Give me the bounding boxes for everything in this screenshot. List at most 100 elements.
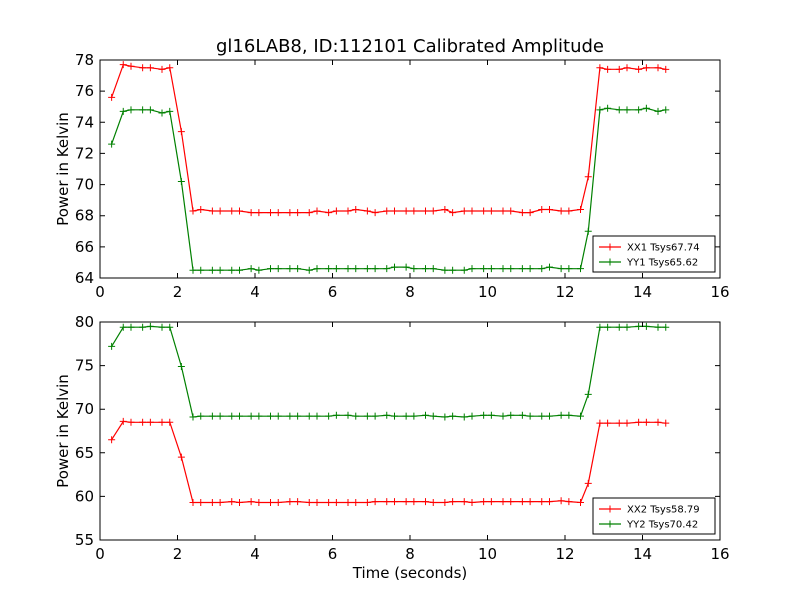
data-point — [352, 412, 360, 420]
data-point — [255, 499, 263, 507]
data-point — [267, 265, 274, 273]
data-point — [538, 498, 546, 506]
data-point — [538, 265, 546, 273]
data-point — [402, 207, 410, 215]
data-point — [383, 207, 391, 215]
series-yy1 — [108, 104, 670, 274]
data-point — [216, 207, 224, 215]
data-point — [197, 205, 205, 213]
data-point — [119, 107, 127, 115]
data-point — [383, 411, 391, 419]
y-tick-label: 65 — [75, 444, 94, 462]
data-point — [247, 412, 255, 420]
data-point — [577, 265, 584, 273]
data-point — [391, 412, 398, 420]
legend-label: XX1 Tsys67.74 — [627, 243, 700, 254]
data-point — [267, 499, 274, 507]
data-point — [208, 207, 216, 215]
data-point — [480, 207, 488, 215]
data-point — [391, 207, 398, 215]
data-point — [654, 107, 662, 115]
legend-box — [592, 497, 716, 535]
y-tick-label: 55 — [75, 531, 94, 549]
data-point — [391, 498, 398, 506]
data-point — [577, 499, 584, 507]
data-point — [127, 418, 135, 426]
data-point — [332, 411, 340, 419]
legend: XX2 Tsys58.79 YY2 Tsys70.42 — [592, 497, 716, 535]
legend: XX1 Tsys67.74 YY1 Tsys65.62 — [592, 235, 716, 273]
data-point — [422, 498, 429, 506]
data-point — [642, 64, 650, 72]
x-tick-label: 2 — [173, 283, 183, 301]
data-point — [313, 412, 321, 420]
data-point — [623, 106, 631, 114]
data-point — [305, 209, 313, 217]
data-point — [499, 412, 507, 420]
series-xx1 — [108, 61, 670, 217]
x-tick-label: 10 — [478, 283, 497, 301]
data-point — [177, 177, 185, 185]
data-point — [546, 498, 553, 506]
data-point — [635, 65, 643, 73]
y-tick-label: 78 — [75, 51, 94, 69]
data-point — [565, 498, 573, 506]
data-point — [158, 418, 166, 426]
data-point — [313, 499, 321, 507]
x-tick-label: 4 — [250, 283, 260, 301]
data-point — [518, 411, 526, 419]
data-point — [332, 265, 340, 273]
data-point — [460, 498, 468, 506]
data-point — [480, 265, 488, 273]
series-line — [111, 107, 666, 271]
data-point — [518, 265, 526, 273]
data-point — [286, 412, 294, 420]
data-point — [410, 265, 418, 273]
data-point — [208, 499, 216, 507]
data-point — [422, 265, 429, 273]
data-point — [623, 64, 631, 72]
data-point — [294, 265, 302, 273]
y-tick-label: 75 — [75, 357, 94, 375]
data-point — [236, 207, 243, 215]
data-point — [139, 106, 147, 114]
data-point — [305, 412, 313, 420]
data-point — [228, 207, 236, 215]
data-point — [468, 265, 476, 273]
data-point — [487, 207, 495, 215]
data-point — [615, 106, 623, 114]
data-point — [247, 209, 255, 217]
data-point — [363, 499, 371, 507]
data-point — [487, 265, 495, 273]
data-point — [468, 499, 476, 507]
data-point — [441, 499, 449, 507]
data-point — [499, 498, 507, 506]
data-point — [422, 411, 429, 419]
data-point — [577, 205, 584, 213]
data-point — [596, 419, 604, 427]
data-point — [468, 207, 476, 215]
data-point — [662, 106, 670, 114]
data-point — [391, 263, 398, 271]
data-point — [410, 412, 418, 420]
data-point — [286, 265, 294, 273]
data-point — [127, 323, 135, 331]
data-point — [189, 499, 197, 507]
data-point — [332, 207, 340, 215]
data-point — [344, 207, 352, 215]
y-tick-label: 80 — [75, 313, 94, 331]
data-point — [274, 412, 282, 420]
data-point — [228, 412, 236, 420]
data-point — [526, 412, 534, 420]
x-axis-label: Time (seconds) — [352, 564, 468, 582]
data-point — [546, 205, 553, 213]
data-point — [267, 209, 274, 217]
data-point — [286, 209, 294, 217]
x-tick-label: 6 — [328, 283, 338, 301]
y-tick-label: 68 — [75, 207, 94, 225]
data-point — [158, 109, 166, 117]
data-point — [584, 173, 592, 181]
data-point — [429, 207, 437, 215]
x-tick-label: 2 — [173, 545, 183, 563]
data-point — [584, 479, 592, 487]
